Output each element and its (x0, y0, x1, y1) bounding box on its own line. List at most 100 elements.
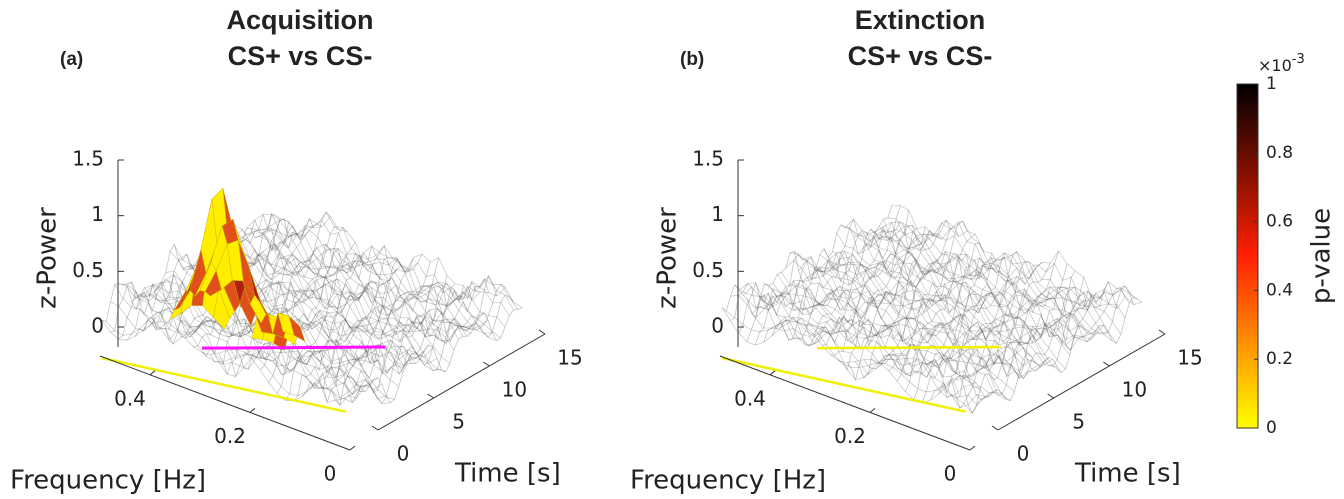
y-tick-label: 5 (1072, 410, 1085, 434)
mesh-line (838, 256, 1009, 371)
onset-line (101, 356, 346, 413)
mesh-line (268, 257, 440, 383)
y-tick-label: 10 (1122, 378, 1147, 402)
panel-label: (b) (680, 49, 704, 70)
mesh-line (242, 229, 493, 334)
y-tick (1047, 393, 1054, 399)
mesh-line (730, 294, 981, 398)
mesh-line (811, 250, 1062, 373)
mesh-line (845, 218, 1096, 351)
mesh-line (763, 225, 935, 343)
mesh-line (815, 261, 1066, 370)
mesh-line (184, 241, 356, 339)
chart-subtitle: CS+ vs CS- (848, 41, 993, 71)
x-tick (969, 445, 976, 451)
x-tick-label: 0 (944, 462, 957, 486)
mesh-line (743, 286, 994, 406)
x-axis (719, 355, 971, 451)
mesh-line (276, 275, 448, 394)
mesh-line (254, 228, 506, 328)
mesh-line (301, 282, 473, 397)
mesh-line (946, 280, 1118, 409)
mesh-line (730, 205, 901, 321)
mesh-line (207, 254, 459, 343)
x-tick (149, 370, 156, 376)
mesh-line (220, 228, 472, 337)
mesh-line (176, 227, 348, 335)
mesh-line (726, 310, 977, 393)
mesh-line (798, 259, 1049, 368)
mesh-line (921, 286, 1093, 403)
onset-line (201, 345, 386, 350)
mesh-line (821, 252, 993, 351)
x-tick-label: 0.4 (734, 386, 766, 410)
z-axis-label: z-Power (33, 207, 63, 309)
mesh-line (813, 243, 985, 344)
chart-subtitle: CS+ vs CS- (228, 41, 373, 71)
mesh-line (234, 257, 406, 370)
mesh-line (772, 283, 1024, 379)
mesh-line (880, 262, 1051, 377)
mesh-line (334, 283, 506, 404)
mesh-line (806, 256, 1058, 368)
colorbar-tick-label: 0.8 (1266, 143, 1293, 163)
mesh-line (887, 217, 1139, 303)
mesh-line (229, 220, 480, 344)
mesh-line (779, 219, 951, 340)
z-tick-label: 0.5 (692, 258, 724, 282)
mesh-line (212, 245, 463, 337)
x-axis-label: Frequency [Hz] (10, 466, 206, 496)
chart-title: Extinction (855, 5, 986, 35)
mesh-line (226, 244, 398, 378)
mesh-line (796, 220, 968, 345)
x-tick (349, 445, 356, 451)
x-tick (249, 408, 256, 413)
mesh-line (870, 225, 1122, 335)
mesh-line (938, 290, 1110, 399)
x-tick-label: 0.4 (114, 386, 146, 410)
mesh-line (216, 241, 468, 337)
mesh-line (101, 319, 353, 402)
mesh-line (271, 213, 523, 309)
multiplier-exponent: -3 (1292, 52, 1305, 67)
significant-patch (277, 312, 295, 336)
mesh-line (106, 309, 357, 397)
y-tick (1158, 329, 1166, 335)
x-tick (869, 408, 876, 413)
mesh-line (123, 281, 374, 406)
mesh-line (755, 283, 1007, 400)
z-tick-label: 0.5 (72, 258, 104, 282)
mesh-line (854, 252, 1026, 379)
y-tick-label: 15 (557, 346, 582, 370)
mesh-line (110, 218, 281, 333)
colorbar-tick-label: 0.4 (1266, 280, 1293, 300)
mesh-line (721, 307, 973, 404)
mesh-line (218, 244, 390, 376)
mesh-line (246, 213, 497, 342)
panel: 0 0.5 1 1.5 0 0.2 0.4 0 5 10 15 z-Power Frequency [H… (10, 5, 583, 495)
y-tick (538, 329, 546, 335)
x-axis-label: Frequency [Hz] (630, 466, 826, 496)
mesh-line (114, 284, 366, 399)
mesh-line (284, 283, 456, 401)
mesh-line (747, 294, 998, 394)
mesh-line (233, 224, 485, 329)
mesh-line (351, 307, 523, 404)
mesh-line (259, 261, 431, 373)
y-tick-label: 10 (502, 378, 527, 402)
y-axis-label: Time [s] (454, 459, 561, 489)
mesh-line (101, 213, 273, 322)
mesh-line (871, 260, 1043, 372)
z-tick-label: 1.5 (72, 147, 104, 171)
onset-line (721, 356, 966, 413)
mesh-line (781, 272, 1032, 363)
y-tick-label: 5 (452, 410, 465, 434)
mesh-line (267, 211, 519, 310)
mesh-line (326, 275, 498, 400)
mesh-line (830, 253, 1001, 357)
mesh-line (721, 204, 893, 319)
z-tick-label: 1 (711, 202, 724, 226)
mesh-line (802, 266, 1054, 366)
y-tick-label: 15 (1177, 346, 1202, 370)
